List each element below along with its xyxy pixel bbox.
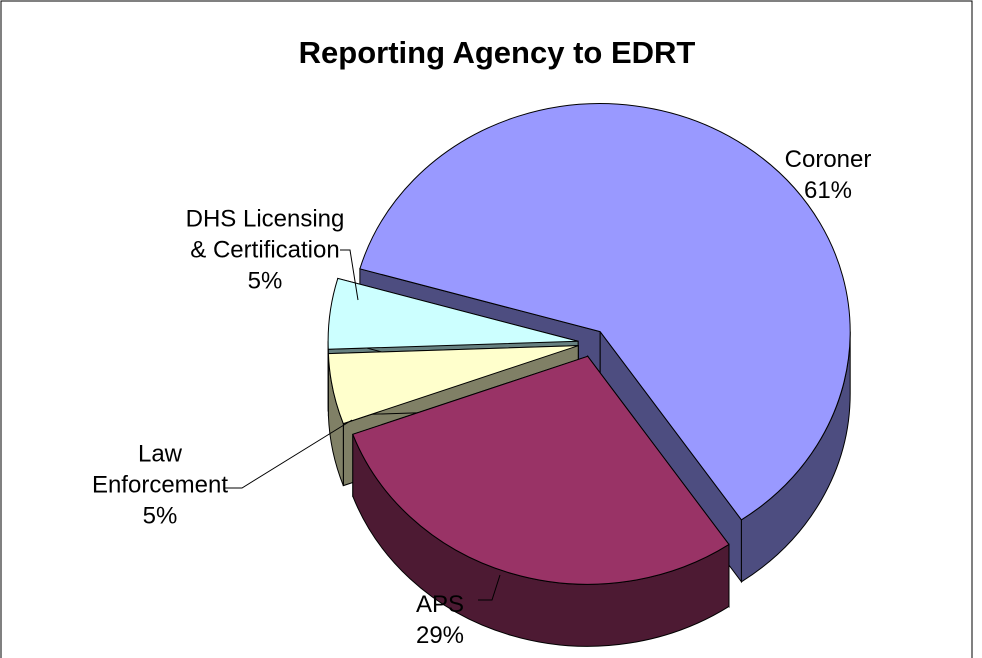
category-label: Law Enforcement xyxy=(91,440,229,499)
value-label: 61% xyxy=(803,177,853,204)
data-label: APS 29% xyxy=(380,589,500,651)
slice xyxy=(327,277,579,350)
leader-line xyxy=(340,249,359,301)
value-label: 29% xyxy=(415,622,465,649)
leader-line xyxy=(478,574,501,601)
leader-line xyxy=(225,419,353,489)
data-label: DHS Licensing & Certification 5% xyxy=(180,204,350,297)
pie xyxy=(327,103,851,647)
slice xyxy=(352,355,730,585)
data-label: Coroner 61% xyxy=(728,144,928,206)
category-label: Coroner xyxy=(784,146,872,173)
data-label: Law Enforcement 5% xyxy=(80,439,240,532)
value-label: 5% xyxy=(247,267,283,295)
chart-title: Reporting Agency to EDRT xyxy=(299,35,696,70)
category-label: APS xyxy=(415,591,465,618)
slice xyxy=(327,345,579,425)
value-label: 5% xyxy=(142,502,178,530)
category-label: DHS Licensing & Certification xyxy=(185,205,345,264)
slice xyxy=(359,103,851,521)
